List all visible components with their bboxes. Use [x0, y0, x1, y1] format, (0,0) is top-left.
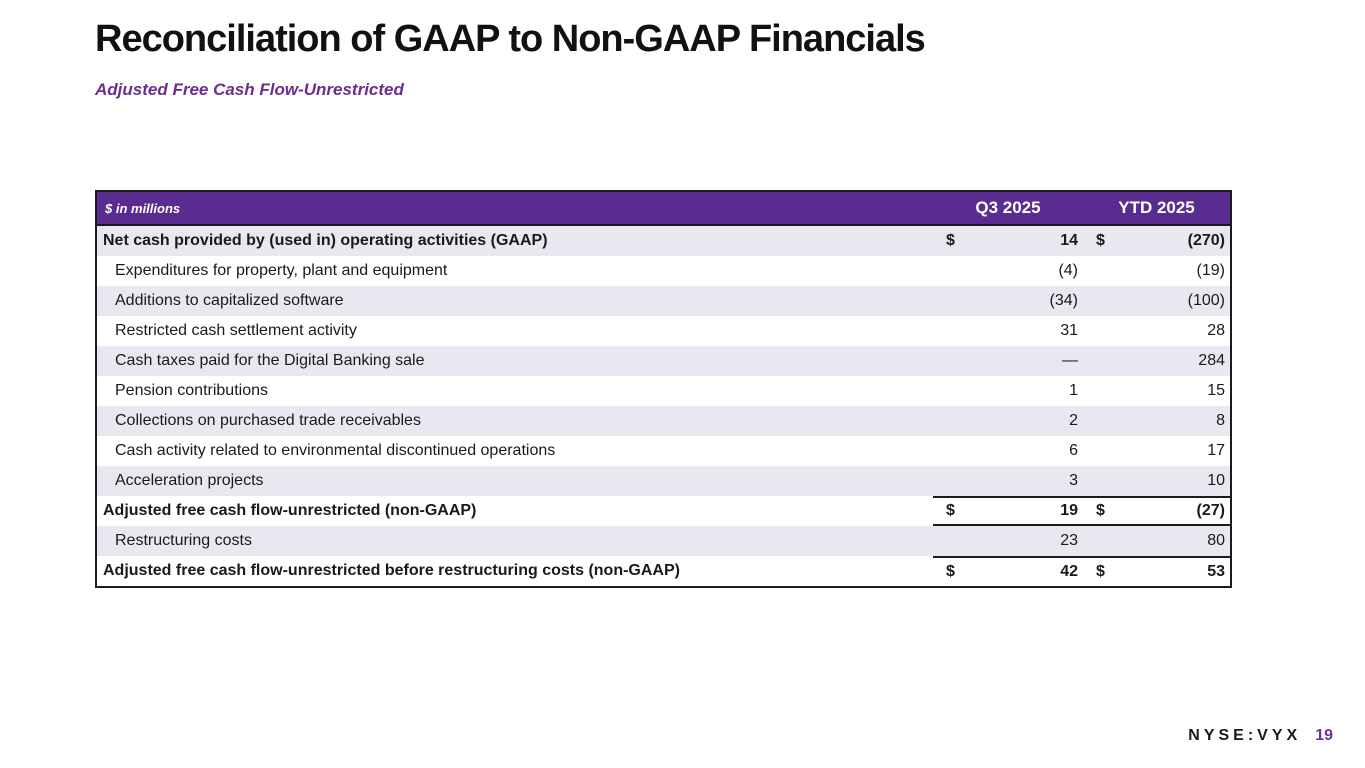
q3-dollar-sign: $ — [946, 232, 955, 249]
page-title: Reconciliation of GAAP to Non-GAAP Finan… — [95, 18, 926, 60]
ytd-dollar-sign: $ — [1096, 563, 1105, 580]
ytd-value-cell: 8 — [1083, 406, 1230, 436]
q3-value: 6 — [1069, 442, 1078, 459]
row-label: Restructuring costs — [115, 532, 252, 549]
q3-value: 19 — [1060, 502, 1078, 519]
table-row: Net cash provided by (used in) operating… — [97, 226, 1230, 256]
table-row: Cash activity related to environmental d… — [97, 436, 1230, 466]
ytd-value: 53 — [1207, 563, 1225, 580]
page-number: 19 — [1315, 727, 1333, 744]
q3-value-cell: 2 — [933, 406, 1083, 436]
column-header-q3-2025: Q3 2025 — [975, 198, 1041, 217]
ytd-value-cell: 28 — [1083, 316, 1230, 346]
q3-value: 42 — [1060, 563, 1078, 580]
table-header-row: $ in millions Q3 2025 YTD 2025 — [97, 192, 1230, 226]
q3-value-cell: $42 — [933, 556, 1083, 586]
ytd-value-cell: (19) — [1083, 256, 1230, 286]
ytd-value-cell: (100) — [1083, 286, 1230, 316]
q3-value-cell: $19 — [933, 496, 1083, 526]
q3-value: 1 — [1069, 382, 1078, 399]
ytd-value-cell: 17 — [1083, 436, 1230, 466]
ytd-value: 10 — [1207, 472, 1225, 489]
reconciliation-table: $ in millions Q3 2025 YTD 2025 Net cash … — [95, 190, 1232, 588]
q3-dollar-sign: $ — [946, 502, 955, 519]
ytd-value: (100) — [1187, 292, 1225, 309]
q3-value: 3 — [1069, 472, 1078, 489]
q3-value: 23 — [1060, 532, 1078, 549]
q3-value: (34) — [1049, 292, 1078, 309]
ytd-value: (19) — [1196, 262, 1225, 279]
table-row: Adjusted free cash flow-unrestricted bef… — [97, 556, 1230, 586]
row-label: Cash activity related to environmental d… — [115, 442, 556, 459]
row-label: Adjusted free cash flow-unrestricted (no… — [103, 502, 477, 519]
table-row: Collections on purchased trade receivabl… — [97, 406, 1230, 436]
table-row: Additions to capitalized software (34) (10… — [97, 286, 1230, 316]
table-body: Net cash provided by (used in) operating… — [97, 226, 1230, 586]
table-row: Restructuring costs 23 80 — [97, 526, 1230, 556]
ytd-value: 8 — [1216, 412, 1225, 429]
q3-value-cell: 3 — [933, 466, 1083, 496]
unit-label: $ in millions — [105, 200, 181, 216]
q3-value-cell: — — [933, 346, 1083, 376]
column-header-ytd-2025: YTD 2025 — [1118, 198, 1195, 217]
ytd-value-cell: 284 — [1083, 346, 1230, 376]
ticker-label: NYSE:VYX — [1188, 727, 1302, 744]
table-row: Acceleration projects 3 10 — [97, 466, 1230, 496]
q3-value: 31 — [1060, 322, 1078, 339]
ytd-dollar-sign: $ — [1096, 502, 1105, 519]
q3-value-cell: 6 — [933, 436, 1083, 466]
q3-value-cell: 31 — [933, 316, 1083, 346]
ytd-value-cell: $ (270) — [1083, 226, 1230, 256]
row-label: Pension contributions — [115, 382, 268, 399]
ytd-value-cell: 80 — [1083, 526, 1230, 556]
ytd-value-cell: 10 — [1083, 466, 1230, 496]
row-label: Net cash provided by (used in) operating… — [103, 232, 548, 249]
row-label: Collections on purchased trade receivabl… — [115, 412, 421, 429]
row-label: Adjusted free cash flow-unrestricted bef… — [103, 562, 680, 579]
ytd-value-cell: 15 — [1083, 376, 1230, 406]
q3-value-cell: 1 — [933, 376, 1083, 406]
table-row: Adjusted free cash flow-unrestricted (no… — [97, 496, 1230, 526]
table-row: Pension contributions 1 15 — [97, 376, 1230, 406]
q3-value: (4) — [1058, 262, 1078, 279]
ytd-value: (27) — [1196, 502, 1225, 519]
slide-subtitle: Adjusted Free Cash Flow-Unrestricted — [95, 80, 404, 99]
ytd-value: 284 — [1198, 352, 1225, 369]
table-row: Cash taxes paid for the Digital Banking … — [97, 346, 1230, 376]
q3-value-cell: 23 — [933, 526, 1083, 556]
q3-value-cell: $14 — [933, 226, 1083, 256]
ytd-value: (270) — [1187, 232, 1225, 249]
ytd-value: 17 — [1207, 442, 1225, 459]
q3-dollar-sign: $ — [946, 563, 955, 580]
row-label: Expenditures for property, plant and equ… — [115, 262, 448, 279]
q3-value-cell: (4) — [933, 256, 1083, 286]
row-label: Additions to capitalized software — [115, 292, 344, 309]
q3-value: — — [1062, 352, 1078, 369]
ytd-value-cell: $ (27) — [1083, 496, 1230, 526]
table-row: Expenditures for property, plant and equ… — [97, 256, 1230, 286]
ytd-value: 28 — [1207, 322, 1225, 339]
ytd-value-cell: $53 — [1083, 556, 1230, 586]
slide-footer: NYSE:VYX 19 — [1188, 727, 1333, 745]
ytd-value: 80 — [1207, 532, 1225, 549]
row-label: Acceleration projects — [115, 472, 264, 489]
q3-value-cell: (34) — [933, 286, 1083, 316]
ytd-dollar-sign: $ — [1096, 232, 1105, 249]
q3-value: 14 — [1060, 232, 1078, 249]
table-row: Restricted cash settlement activity 31 28 — [97, 316, 1230, 346]
ytd-value: 15 — [1207, 382, 1225, 399]
row-label: Restricted cash settlement activity — [115, 322, 357, 339]
q3-value: 2 — [1069, 412, 1078, 429]
row-label: Cash taxes paid for the Digital Banking … — [115, 352, 425, 369]
